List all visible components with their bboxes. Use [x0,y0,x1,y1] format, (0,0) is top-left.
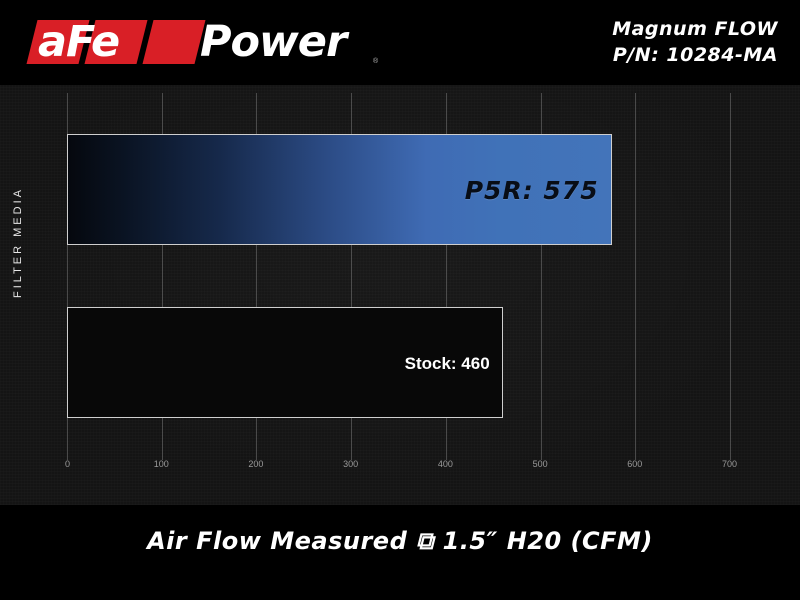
bar-stock: Stock: 460 [67,307,503,418]
bar-label-stock: Stock: 460 [404,353,490,373]
product-line-title: Magnum FLOW [612,18,778,40]
logo-text-afe: aFe [38,17,120,67]
gridline [67,93,68,460]
bars-container: P5R: 575 Stock: 460 [67,85,731,460]
chart-plot-area: FILTER MEDIA P5R: 575 Stock: 460 0 100 200… [0,85,800,505]
x-tick-label: 500 [532,459,548,469]
x-tick-label: 100 [153,459,169,469]
x-axis-ticks: 0 100 200 300 400 500 600 700 [65,459,737,483]
bar-psr: P5R: 575 [67,134,612,245]
afe-power-logo: aFe Power ® [18,14,378,70]
x-tick-label: 400 [437,459,453,469]
gridline [161,93,163,460]
gridline [256,93,258,460]
gridline [540,93,542,460]
bar-label-psr: P5R: 575 [464,176,599,205]
x-tick-label: 300 [343,459,359,469]
registered-trademark-icon: ® [373,58,379,65]
x-axis-caption: Air Flow Measured ⧉ 1.5″ H20 (CFM) [147,527,653,555]
header-product-info: Magnum FLOW P/N: 10284-MA [612,16,778,68]
x-tick-label: 600 [627,459,643,469]
gridline [445,93,447,460]
y-axis-label: FILTER MEDIA [12,187,24,298]
gridline [351,93,353,460]
x-tick-label: 200 [248,459,264,469]
logo-text-power: Power [200,17,347,67]
x-tick-label: 700 [722,459,738,469]
header-bar: aFe Power ® Magnum FLOW P/N: 10284-MA [0,0,800,85]
part-number-label: P/N: 10284-MA [612,44,778,66]
footer-bar: Air Flow Measured ⧉ 1.5″ H20 (CFM) [0,505,800,600]
x-tick-label: 0 [65,459,71,469]
gridline [635,93,637,460]
gridline [730,93,731,460]
